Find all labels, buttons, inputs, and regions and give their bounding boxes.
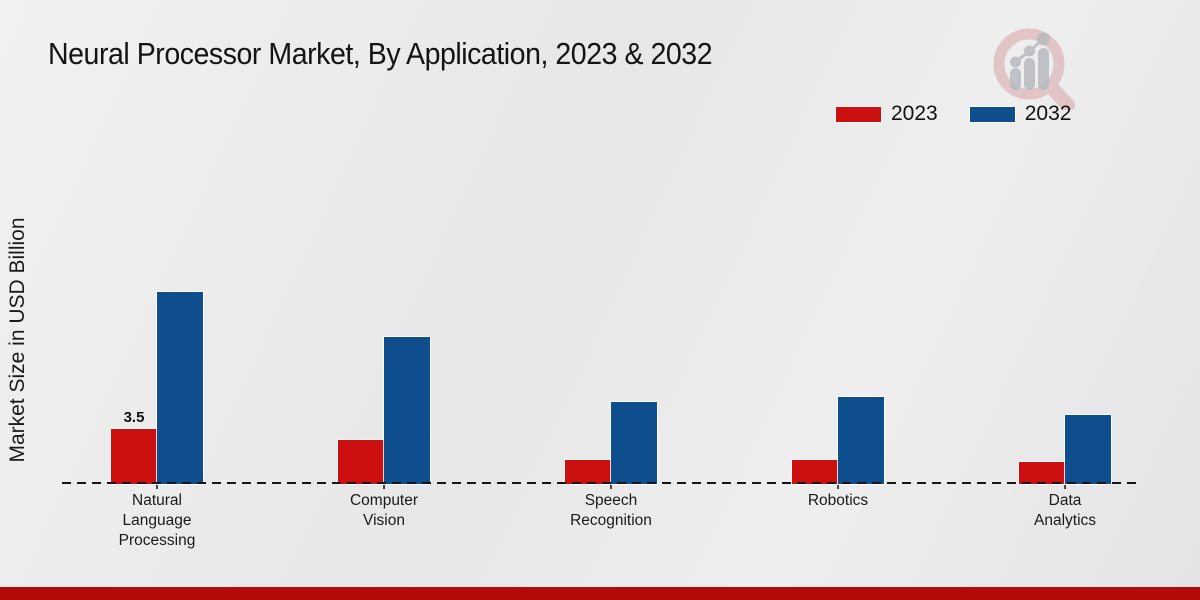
legend-label: 2023 bbox=[891, 102, 938, 125]
bar-2032-natural-language-processing bbox=[156, 291, 204, 485]
footer-accent-bar bbox=[0, 587, 1200, 600]
legend: 2023 2032 bbox=[835, 102, 1072, 126]
bar-2032-data-analytics bbox=[1064, 414, 1112, 485]
legend-swatch-icon bbox=[968, 105, 1016, 123]
legend-swatch-icon bbox=[835, 105, 882, 123]
magnifier-chart-logo-icon bbox=[993, 28, 1075, 110]
x-axis-baseline bbox=[62, 482, 1138, 484]
category-label-data-analytics: Data Analytics bbox=[1033, 492, 1097, 529]
axis-tick bbox=[610, 484, 612, 489]
axis-tick bbox=[837, 484, 839, 489]
bar-2032-computer-vision bbox=[383, 336, 431, 485]
legend-item-2032: 2032 bbox=[968, 102, 1072, 126]
category-label-robotics: Robotics bbox=[807, 492, 869, 509]
bar-2023-robotics bbox=[791, 459, 839, 485]
axis-tick bbox=[156, 484, 158, 489]
axis-tick bbox=[383, 484, 385, 489]
chart-title: Neural Processor Market, By Application,… bbox=[48, 36, 713, 71]
axis-tick bbox=[1064, 484, 1066, 489]
category-label-computer-vision: Computer Vision bbox=[349, 492, 419, 529]
bar-2032-speech-recognition bbox=[610, 401, 658, 485]
legend-item-2023: 2023 bbox=[835, 102, 938, 126]
bar-2023-natural-language-processing bbox=[110, 428, 158, 485]
bar-2023-data-analytics bbox=[1018, 461, 1066, 485]
legend-label: 2032 bbox=[1024, 102, 1072, 125]
bar-2032-robotics bbox=[837, 396, 885, 485]
category-label-speech-recognition: Speech Recognition bbox=[570, 492, 652, 529]
bar-2023-computer-vision bbox=[337, 439, 385, 485]
bar-value-label: 3.5 bbox=[123, 409, 145, 426]
category-label-natural-language-processing: Natural Language Processing bbox=[118, 492, 196, 549]
bar-2023-speech-recognition bbox=[564, 459, 612, 485]
